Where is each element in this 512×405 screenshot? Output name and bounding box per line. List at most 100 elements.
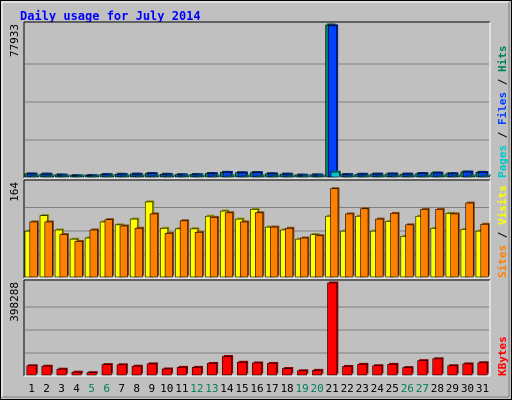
x-tick-label-day-29: 29 xyxy=(446,382,459,395)
bar-kbytes-day-28 xyxy=(432,358,443,376)
bar-kbytes-day-21 xyxy=(327,282,338,376)
bar-kbytes-day-1 xyxy=(26,365,37,376)
x-tick-label-day-30: 30 xyxy=(461,382,474,395)
legend-separator: / xyxy=(496,125,509,145)
bar-pages-day-18 xyxy=(285,175,295,178)
bar-pages-day-7 xyxy=(120,175,130,178)
bar-pages-day-16 xyxy=(255,175,265,178)
bar-pages-day-19 xyxy=(300,175,310,178)
bar-pages-day-28 xyxy=(435,175,445,178)
bar-files-day-21 xyxy=(328,25,337,178)
x-tick-label-day-20: 20 xyxy=(311,382,324,395)
panel-kbytes-legend: KBytes xyxy=(496,336,509,376)
bar-shadow-kbytes-day-5 xyxy=(88,371,98,374)
bar-shadow-pages-day-13 xyxy=(212,174,221,176)
bar-kbytes-day-14 xyxy=(221,356,232,376)
bar-pages-day-21 xyxy=(330,171,340,178)
x-tick-label-day-21: 21 xyxy=(326,382,339,395)
bar-pages-day-24 xyxy=(375,175,385,178)
legend-entry-files: Files xyxy=(496,92,509,125)
bar-sites-day-25 xyxy=(390,213,399,278)
bar-kbytes-day-16 xyxy=(252,362,262,376)
bar-sites-day-22 xyxy=(345,213,354,278)
bar-sites-day-3 xyxy=(59,234,68,278)
x-tick-label-day-7: 7 xyxy=(118,382,125,395)
bar-kbytes-day-2 xyxy=(41,365,52,376)
bar-shadow-pages-day-28 xyxy=(437,174,447,176)
bar-kbytes-day-25 xyxy=(387,364,398,376)
bar-sites-day-28 xyxy=(435,209,444,278)
x-tick-label-day-10: 10 xyxy=(160,382,173,395)
bar-kbytes-day-10 xyxy=(161,368,172,376)
bar-shadow-pages-day-7 xyxy=(122,174,131,176)
bar-shadow-pages-day-31 xyxy=(482,174,492,176)
bar-sites-day-20 xyxy=(315,235,324,278)
bar-shadow-pages-day-6 xyxy=(107,174,116,176)
bar-sites-day-19 xyxy=(300,237,309,278)
x-tick-label-day-9: 9 xyxy=(148,382,155,395)
bar-kbytes-day-18 xyxy=(282,368,293,376)
bar-kbytes-day-7 xyxy=(116,364,127,376)
bar-sites-day-26 xyxy=(405,224,414,278)
bar-sites-day-14 xyxy=(224,212,234,278)
bar-sites-day-17 xyxy=(270,226,279,278)
bar-sites-day-6 xyxy=(104,219,113,278)
bar-shadow-pages-day-16 xyxy=(257,174,266,176)
bar-kbytes-day-4 xyxy=(71,371,82,376)
panel-layer xyxy=(23,21,491,377)
bar-shadow-pages-day-29 xyxy=(452,174,462,176)
bar-shadow-pages-day-10 xyxy=(167,174,176,176)
bar-sites-day-10 xyxy=(164,233,173,278)
panel-hits_files_pages-legend: Pages / Files / Hits xyxy=(496,46,509,179)
bar-shadow-pages-day-12 xyxy=(197,174,206,176)
bar-kbytes-day-20 xyxy=(312,370,323,376)
bar-shadow-pages-day-23 xyxy=(362,174,371,176)
legend-separator: / xyxy=(496,225,509,245)
bar-shadow-pages-day-25 xyxy=(392,174,401,176)
bar-kbytes-day-17 xyxy=(267,363,277,376)
bar-kbytes-day-8 xyxy=(131,365,142,376)
bar-pages-day-11 xyxy=(180,175,190,178)
bar-pages-day-23 xyxy=(360,175,370,178)
bar-shadow-pages-day-26 xyxy=(407,174,416,176)
x-tick-label-day-25: 25 xyxy=(386,382,399,395)
bar-pages-day-4 xyxy=(75,175,85,178)
x-tick-label-day-22: 22 xyxy=(341,382,354,395)
bar-sites-day-16 xyxy=(254,212,264,278)
x-tick-label-day-18: 18 xyxy=(280,382,293,395)
bar-sites-day-9 xyxy=(149,213,158,278)
x-tick-label-day-12: 12 xyxy=(190,382,203,395)
bar-sites-day-2 xyxy=(44,221,53,278)
bar-pages-day-1 xyxy=(30,175,39,178)
x-tick-label-day-15: 15 xyxy=(235,382,248,395)
bar-kbytes-day-26 xyxy=(402,367,413,376)
bar-pages-day-13 xyxy=(210,175,220,178)
x-tick-label-day-27: 27 xyxy=(416,382,429,395)
bar-kbytes-day-3 xyxy=(56,368,67,376)
bar-sites-day-13 xyxy=(209,217,219,278)
bar-sites-day-21 xyxy=(330,188,339,278)
x-tick-label-day-28: 28 xyxy=(431,382,444,395)
bar-shadow-pages-day-2 xyxy=(46,174,56,176)
bar-kbytes-day-12 xyxy=(191,367,202,376)
x-tick-label-day-8: 8 xyxy=(133,382,140,395)
x-tick-label-day-16: 16 xyxy=(250,382,263,395)
bar-shadow-pages-day-27 xyxy=(422,174,432,176)
x-tick-label-day-3: 3 xyxy=(58,382,65,395)
legend-entry-sites: Sites xyxy=(496,245,509,278)
bar-layer xyxy=(24,23,492,376)
x-tick-label-day-24: 24 xyxy=(371,382,385,395)
bar-pages-day-26 xyxy=(405,175,415,178)
bar-kbytes-day-22 xyxy=(342,366,353,376)
bar-shadow-pages-day-1 xyxy=(31,174,41,176)
bar-kbytes-day-30 xyxy=(462,363,473,376)
bar-kbytes-day-27 xyxy=(417,360,428,376)
bar-kbytes-day-6 xyxy=(101,364,112,376)
x-tick-label-day-31: 31 xyxy=(476,382,489,395)
bar-pages-day-9 xyxy=(150,175,160,178)
bar-shadow-files-day-20 xyxy=(314,173,324,176)
bar-kbytes-day-5 xyxy=(86,372,97,376)
bar-sites-day-18 xyxy=(285,227,294,278)
